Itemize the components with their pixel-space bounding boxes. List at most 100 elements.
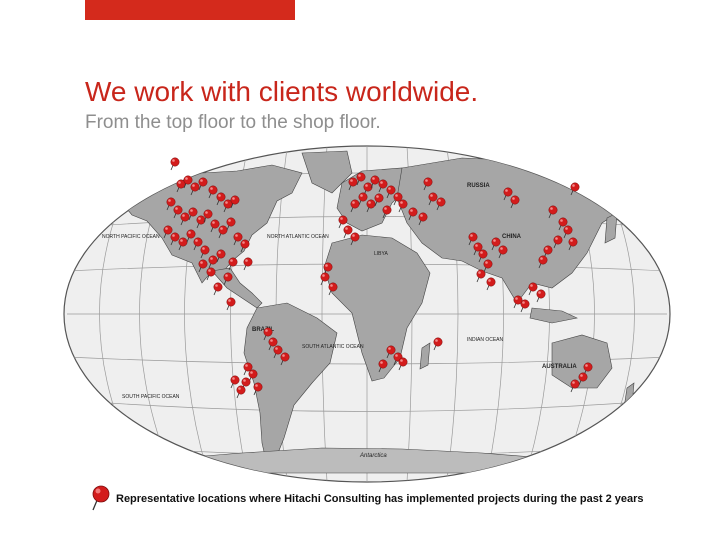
map-pin (570, 379, 580, 393)
map-pin (243, 362, 253, 376)
page-subtitle: From the top floor to the shop floor. (85, 112, 381, 133)
map-pin (208, 255, 218, 269)
map-pin (173, 205, 183, 219)
label-australia: AUSTRALIA (542, 364, 577, 370)
map-pin (198, 259, 208, 273)
map-pin (343, 225, 353, 239)
map-pin (210, 219, 220, 233)
map-pin (520, 299, 530, 313)
map-pin (436, 197, 446, 211)
map-pin (563, 225, 573, 239)
map-pin (510, 195, 520, 209)
map-pin (578, 372, 588, 386)
map-pin (203, 209, 213, 223)
map-pin (200, 245, 210, 259)
map-pin (190, 182, 200, 196)
map-pin (193, 237, 203, 251)
map-pin (216, 249, 226, 263)
map-pin (228, 257, 238, 271)
map-pin (553, 235, 563, 249)
map-pin (223, 272, 233, 286)
map-pin (223, 199, 233, 213)
map-pin (370, 175, 380, 189)
map-pin (428, 192, 438, 206)
map-pin (216, 192, 226, 206)
map-pin (491, 237, 501, 251)
map-pin (218, 225, 228, 239)
legend: Representative locations where Hitachi C… (88, 484, 708, 514)
land-indonesia (529, 307, 578, 324)
map-pin (356, 172, 366, 186)
label-north-atlantic: NORTH ATLANTIC OCEAN (267, 234, 329, 240)
map-pin (408, 207, 418, 221)
map-pin (358, 192, 368, 206)
map-pin (198, 177, 208, 191)
map-pin (536, 289, 546, 303)
label-south-pacific: SOUTH PACIFIC OCEAN (122, 394, 180, 400)
map-pin (350, 199, 360, 213)
map-pin (583, 362, 593, 376)
map-pin (328, 282, 338, 296)
map-pin (548, 205, 558, 219)
label-indian-ocean: INDIAN OCEAN (467, 337, 504, 343)
map-pin (543, 245, 553, 259)
world-map: RUSSIA CHINA BRAZIL AUSTRALIA LIBYA Anta… (63, 145, 671, 483)
map-pin (248, 369, 258, 383)
map-pin (268, 337, 278, 351)
map-pin (263, 327, 273, 341)
map-pin (398, 357, 408, 371)
label-south-atlantic: SOUTH ATLANTIC OCEAN (302, 344, 364, 350)
map-pin (378, 359, 388, 373)
map-pin (226, 217, 236, 231)
map-pin (363, 182, 373, 196)
map-pin (398, 199, 408, 213)
map-pin (558, 217, 568, 231)
map-pin (243, 257, 253, 271)
map-pin (473, 242, 483, 256)
map-pin (366, 199, 376, 213)
map-pin (320, 272, 330, 286)
top-accent-bar (85, 0, 295, 20)
map-pin (348, 177, 358, 191)
map-pin (513, 295, 523, 309)
map-pin (236, 385, 246, 399)
map-pin (382, 205, 392, 219)
land-australia (551, 334, 613, 389)
map-pin (486, 277, 496, 291)
map-pin (374, 193, 384, 207)
map-pin (538, 255, 548, 269)
map-pin (570, 182, 580, 196)
map-pin (468, 232, 478, 246)
legend-text: Representative locations where Hitachi C… (116, 493, 644, 505)
map-pin (338, 215, 348, 229)
map-pin (323, 262, 333, 276)
red-pushpin-icon (92, 485, 110, 511)
map-pin (476, 269, 486, 283)
map-pin (230, 195, 240, 209)
map-pin (230, 375, 240, 389)
label-china: CHINA (502, 234, 522, 240)
land-madagascar (419, 342, 431, 370)
map-pin (386, 345, 396, 359)
map-pin (498, 245, 508, 259)
map-pin (528, 282, 538, 296)
map-pin (423, 177, 433, 191)
map-pin (208, 185, 218, 199)
map-pin (163, 225, 173, 239)
map-pin (196, 215, 206, 229)
map-pin (386, 185, 396, 199)
map-pin (170, 157, 180, 171)
map-pin (226, 297, 236, 311)
map-pin (233, 232, 243, 246)
map-pin (503, 187, 513, 201)
page-title: We work with clients worldwide. (85, 76, 479, 107)
map-pin (393, 192, 403, 206)
label-libya: LIBYA (374, 251, 388, 257)
label-brazil: BRAZIL (252, 327, 274, 333)
map-pin (280, 352, 290, 366)
map-pin (433, 337, 443, 351)
map-pin (478, 249, 488, 263)
map-pin (183, 175, 193, 189)
label-russia: RUSSIA (467, 183, 490, 189)
map-pin (483, 259, 493, 273)
